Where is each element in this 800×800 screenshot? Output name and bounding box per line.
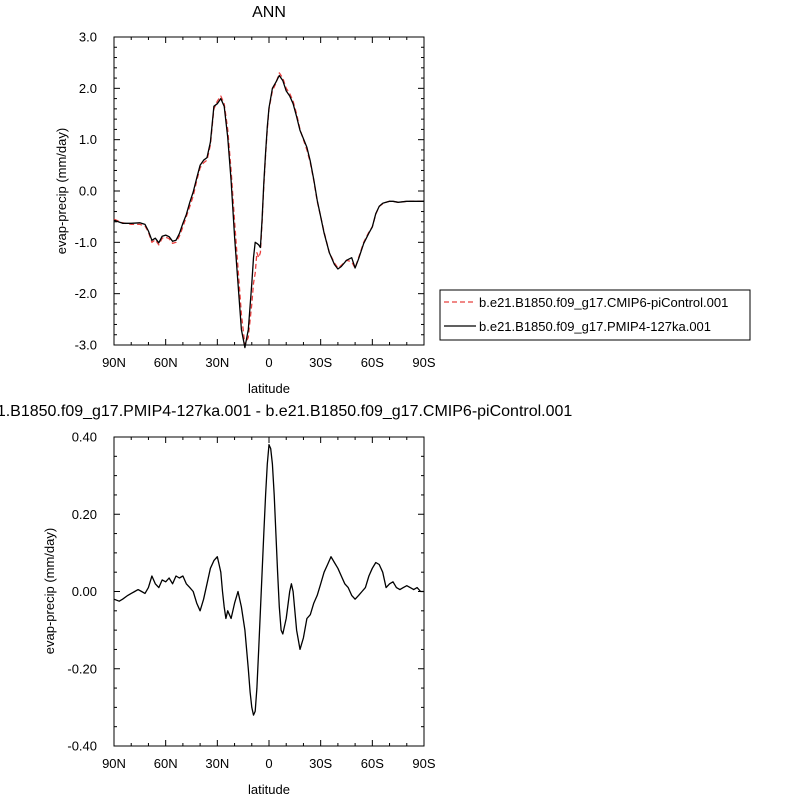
- bottom-x-tick-label: 60S: [361, 756, 384, 771]
- top-y-axis-title: evap-precip (mm/day): [54, 128, 69, 254]
- top-x-tick-label: 60N: [154, 355, 178, 370]
- legend: b.e21.B1850.f09_g17.CMIP6-piControl.001 …: [439, 289, 751, 341]
- top-series-lines: [113, 72, 424, 349]
- top-y-tick-label: -1.0: [75, 235, 97, 250]
- bottom-x-tick-label: 60N: [154, 756, 178, 771]
- bottom-plot-title: b.e21.B1850.f09_g17.PMIP4-127ka.001 - b.…: [0, 403, 572, 420]
- bottom-plot-frame: [113, 436, 425, 747]
- bottom-y-ticks: 0.40 0.20 0.00 -0.20 -0.40: [67, 430, 424, 754]
- bottom-y-axis-title: evap-precip (mm/day): [42, 528, 57, 654]
- legend-box: [439, 289, 751, 341]
- top-plot: ANN 90N 60N 30N 0 30S 60S 90S 3.0 2.0 1.0 0.0 -1.0…: [54, 4, 436, 396]
- bottom-series-line-0: [113, 444, 424, 716]
- bottom-x-tick-label: 90S: [412, 756, 435, 771]
- top-y-tick-label: 3.0: [79, 30, 97, 45]
- bottom-y-tick-label: 0.00: [72, 584, 97, 599]
- bottom-y-tick-label: -0.40: [67, 739, 97, 754]
- bottom-x-tick-label: 30N: [205, 756, 229, 771]
- top-x-tick-label: 0: [265, 355, 272, 370]
- bottom-x-tick-label: 30S: [309, 756, 332, 771]
- top-plot-frame: [113, 36, 425, 346]
- bottom-x-ticks: 90N 60N 30N 0 30S 60S 90S: [102, 437, 436, 771]
- top-x-tick-label: 30N: [205, 355, 229, 370]
- legend-label-127ka: b.e21.B1850.f09_g17.PMIP4-127ka.001: [479, 319, 711, 334]
- bottom-x-tick-label: 0: [265, 756, 272, 771]
- top-y-tick-label: -2.0: [75, 286, 97, 301]
- bottom-y-tick-label: -0.20: [67, 661, 97, 676]
- bottom-y-tick-label: 0.40: [72, 430, 97, 445]
- top-x-tick-label: 90S: [412, 355, 435, 370]
- bottom-plot: b.e21.B1850.f09_g17.PMIP4-127ka.001 - b.…: [0, 403, 572, 797]
- bottom-x-axis-title: latitude: [248, 782, 290, 797]
- top-x-tick-label: 90N: [102, 355, 126, 370]
- bottom-x-tick-label: 90N: [102, 756, 126, 771]
- legend-label-picontrol: b.e21.B1850.f09_g17.CMIP6-piControl.001: [479, 295, 728, 310]
- bottom-series-lines: [113, 444, 424, 716]
- top-x-tick-label: 60S: [361, 355, 384, 370]
- bottom-y-tick-label: 0.20: [72, 507, 97, 522]
- top-series-line-1: [113, 74, 424, 349]
- top-y-tick-label: 2.0: [79, 81, 97, 96]
- top-x-ticks: 90N 60N 30N 0 30S 60S 90S: [102, 37, 436, 370]
- top-y-tick-label: 0.0: [79, 184, 97, 199]
- top-x-tick-label: 30S: [309, 355, 332, 370]
- top-y-tick-label: 1.0: [79, 132, 97, 147]
- top-y-ticks: 3.0 2.0 1.0 0.0 -1.0 -2.0 -3.0: [75, 30, 424, 353]
- top-x-axis-title: latitude: [248, 381, 290, 396]
- top-y-tick-label: -3.0: [75, 338, 97, 353]
- top-plot-title: ANN: [252, 4, 286, 21]
